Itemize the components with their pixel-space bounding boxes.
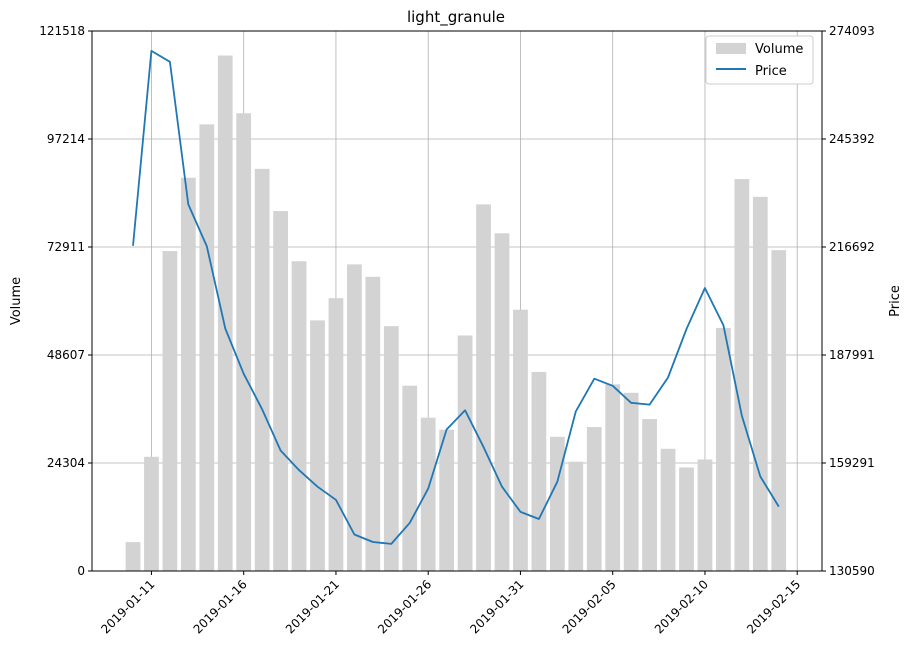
volume-bar bbox=[328, 298, 344, 571]
volume-bar bbox=[199, 124, 215, 571]
plot-frame bbox=[91, 30, 823, 572]
price-series bbox=[132, 50, 780, 545]
volume-bar bbox=[586, 427, 602, 571]
left-tick-label: 48607 bbox=[47, 348, 85, 362]
legend-volume-label: Volume bbox=[755, 42, 803, 57]
left-tick-label: 121518 bbox=[39, 24, 85, 38]
left-tick-label: 97214 bbox=[47, 132, 85, 146]
volume-bar bbox=[162, 251, 178, 571]
right-tick-label: 159291 bbox=[829, 456, 875, 470]
right-tick-label: 216692 bbox=[829, 240, 875, 254]
volume-bar bbox=[217, 55, 233, 571]
x-tick-label: 2019-02-10 bbox=[652, 577, 711, 636]
volume-bar bbox=[273, 211, 288, 571]
volume-bar bbox=[734, 179, 750, 572]
x-axis: 2019-01-11 2019-01-16 2019-01-21 2019-01-26… bbox=[98, 571, 803, 636]
left-tick-label: 72911 bbox=[47, 240, 85, 254]
volume-bar bbox=[752, 196, 768, 572]
right-tick-label: 274093 bbox=[829, 24, 875, 38]
x-tick-label: 2019-01-31 bbox=[467, 577, 526, 636]
volume-bar bbox=[513, 309, 528, 571]
left-axis: 0 24304 48607 72911 97214 121518 bbox=[39, 24, 92, 578]
legend-volume-swatch bbox=[716, 43, 746, 54]
volume-bars bbox=[125, 55, 787, 572]
chart-title: light_granule bbox=[407, 8, 505, 27]
x-tick-label: 2019-01-16 bbox=[191, 577, 250, 636]
x-tick-label: 2019-02-05 bbox=[560, 577, 619, 636]
volume-bar bbox=[402, 385, 418, 571]
volume-bar bbox=[144, 456, 159, 571]
legend: Volume Price bbox=[705, 35, 814, 85]
x-tick-label: 2019-01-26 bbox=[375, 577, 434, 636]
right-axis: 130590 159291 187991 216692 245392 274093 bbox=[822, 24, 875, 578]
volume-bar bbox=[125, 542, 141, 571]
left-tick-label: 0 bbox=[77, 564, 85, 578]
volume-bar bbox=[771, 250, 787, 572]
volume-bar bbox=[439, 429, 455, 571]
volume-bar bbox=[697, 459, 713, 571]
volume-bar bbox=[549, 436, 565, 571]
x-tick-label: 2019-01-11 bbox=[98, 577, 157, 636]
price-line bbox=[132, 50, 780, 545]
volume-bar bbox=[623, 392, 639, 571]
volume-bar bbox=[180, 177, 196, 572]
right-tick-label: 187991 bbox=[829, 348, 875, 362]
left-axis-label: Volume bbox=[9, 277, 24, 325]
volume-bar bbox=[642, 419, 657, 571]
volume-bar bbox=[457, 335, 473, 571]
right-tick-label: 245392 bbox=[829, 132, 875, 146]
volume-bar bbox=[236, 113, 252, 571]
volume-bar bbox=[420, 417, 436, 571]
left-tick-label: 24304 bbox=[47, 456, 85, 470]
legend-price-label: Price bbox=[755, 64, 787, 79]
volume-bar bbox=[660, 448, 676, 571]
volume-bar bbox=[531, 371, 547, 571]
volume-bar bbox=[605, 384, 621, 571]
volume-bar bbox=[347, 264, 362, 571]
volume-bar bbox=[254, 168, 270, 572]
x-tick-label: 2019-02-15 bbox=[744, 577, 803, 636]
volume-bar bbox=[476, 204, 491, 572]
volume-bar bbox=[679, 467, 694, 571]
x-tick-label: 2019-01-21 bbox=[283, 577, 342, 636]
right-tick-label: 130590 bbox=[829, 564, 875, 578]
volume-bar bbox=[716, 327, 731, 571]
volume-bar bbox=[568, 461, 584, 571]
volume-bar bbox=[494, 233, 510, 571]
volume-bar bbox=[310, 320, 325, 571]
right-axis-label: Price bbox=[888, 285, 903, 317]
volume-bar bbox=[365, 276, 381, 571]
volume-bar bbox=[291, 261, 307, 571]
volume-bar bbox=[383, 326, 399, 571]
